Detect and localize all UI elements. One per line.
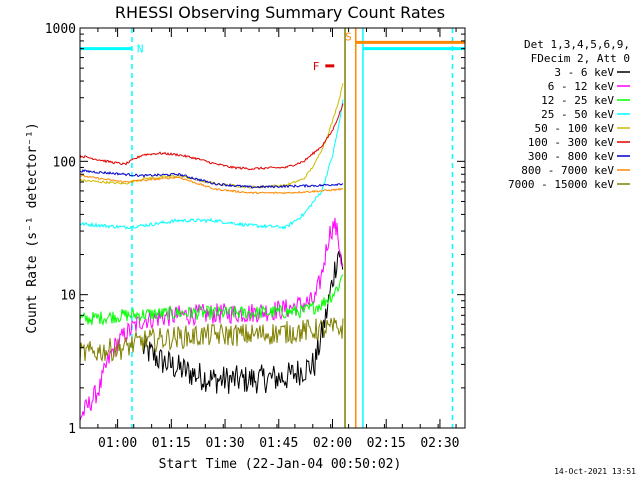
x-tick-label-0115: 01:15	[152, 436, 191, 451]
legend-label-100-300-kev: 100 - 300 keV	[528, 136, 614, 149]
legend-label-800-7000-kev: 800 - 7000 keV	[521, 164, 614, 177]
y-tick-label-10: 10	[60, 289, 76, 304]
series-line-300-800-kev	[79, 168, 344, 189]
y-axis-label: Count Rate (s⁻¹ detector⁻¹)	[25, 122, 40, 333]
legend-label-300-800-kev: 300 - 800 keV	[528, 150, 614, 163]
footer-timestamp: 14-Oct-2021 13:51	[554, 467, 636, 476]
flag-label-s: S	[345, 30, 352, 43]
x-tick-label-0200: 02:00	[313, 436, 352, 451]
series-line-800-7000-kev	[79, 174, 344, 195]
plot-area: N S F	[79, 28, 465, 428]
series-line-100-300-kev	[79, 103, 344, 171]
x-tick-label-0100: 01:00	[98, 436, 137, 451]
series-line-50-100-kev	[79, 83, 344, 189]
legend-label-3-6-kev: 3 - 6 keV	[554, 66, 614, 79]
legend-header-line-1: Det 1,3,4,5,6,9,	[524, 38, 630, 51]
series-line-6-12-kev	[79, 217, 344, 421]
series-line-25-50-kev	[80, 99, 344, 230]
legend: Det 1,3,4,5,6,9, FDecim 2, Att 0 3 - 6 k…	[508, 38, 630, 191]
x-tick-label-0130: 01:30	[205, 436, 244, 451]
x-tick-label-0145: 01:45	[259, 436, 298, 451]
y-tick-label-1000: 1000	[45, 22, 76, 37]
y-tick-label-100: 100	[53, 155, 76, 170]
legend-label-6-12-kev: 6 - 12 keV	[548, 80, 615, 93]
x-axis-ticks: 01:00 01:15 01:30 01:45 02:00 02:15 02:30	[79, 28, 460, 451]
legend-label-50-100-kev: 50 - 100 keV	[535, 122, 615, 135]
x-axis-label: Start Time (22-Jan-04 00:50:02)	[159, 457, 402, 472]
flag-label-n: N	[137, 43, 144, 56]
plot-frame	[79, 27, 466, 429]
flag-label-f: F	[313, 60, 320, 73]
series-line-3-6-kev	[142, 251, 344, 394]
x-tick-label-0230: 02:30	[420, 436, 459, 451]
y-tick-label-1: 1	[68, 422, 76, 437]
x-tick-label-0215: 02:15	[367, 436, 406, 451]
series-line-12-25-kev	[79, 274, 344, 326]
legend-label-7000-15000-kev: 7000 - 15000 keV	[508, 178, 614, 191]
legend-label-25-50-kev: 25 - 50 keV	[541, 108, 614, 121]
series-line-7000-15000-kev	[79, 317, 344, 365]
legend-header-line-2: FDecim 2, Att 0	[531, 52, 630, 65]
legend-label-12-25-kev: 12 - 25 keV	[541, 94, 614, 107]
y-axis-ticks: 1 10 100 1000	[45, 22, 465, 437]
chart-title: RHESSI Observing Summary Count Rates	[115, 3, 445, 22]
